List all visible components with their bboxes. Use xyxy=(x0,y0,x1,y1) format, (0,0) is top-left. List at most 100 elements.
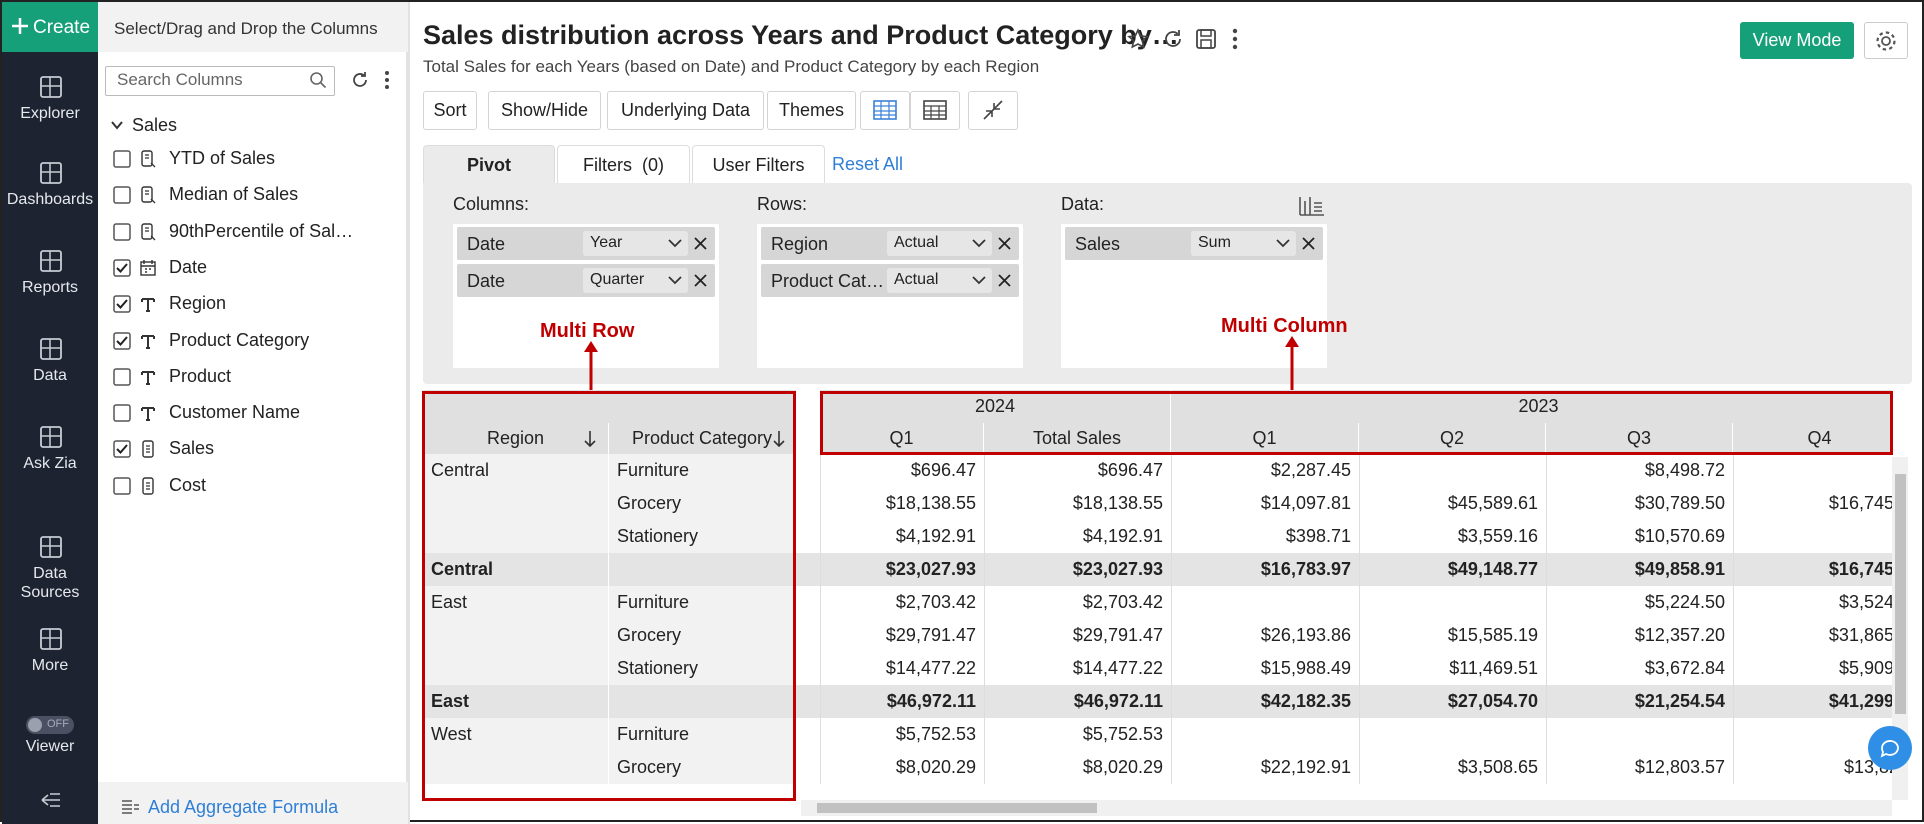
value-cell: $5,752.53 xyxy=(820,718,984,751)
value-cell: $23,027.93 xyxy=(820,553,984,586)
view-mode-label[interactable]: View Mode xyxy=(1753,30,1842,51)
value-cell: $3,508.65 xyxy=(1359,751,1546,784)
formula-icon xyxy=(120,799,140,815)
nav-item[interactable]: Ask Zia xyxy=(2,454,98,473)
nav-item[interactable]: Explorer xyxy=(2,104,98,123)
column-name[interactable]: Product Category xyxy=(169,330,309,351)
value-cell: $41,299. xyxy=(1733,685,1892,718)
value-cell: $2,287.45 xyxy=(1171,454,1359,487)
checkbox[interactable] xyxy=(113,477,131,495)
arrow xyxy=(582,340,600,392)
value-cell: $8,020.29 xyxy=(984,751,1171,784)
nav-item[interactable]: Reports xyxy=(2,278,98,297)
nav-item[interactable]: More xyxy=(2,656,98,675)
arrow xyxy=(1283,335,1301,392)
value-cell: $16,745. xyxy=(1733,487,1892,520)
remove-icon[interactable] xyxy=(694,237,707,250)
star-icon[interactable] xyxy=(1127,28,1149,50)
save-icon[interactable] xyxy=(1195,28,1217,50)
value-cell: $49,858.91 xyxy=(1546,553,1733,586)
toolbar-label[interactable]: Underlying Data xyxy=(621,100,750,121)
toolbar-label[interactable]: Show/Hide xyxy=(501,100,588,121)
toolbar-label[interactable]: Themes xyxy=(779,100,844,121)
more-icon[interactable] xyxy=(382,70,392,90)
value-cell: $29,791.47 xyxy=(984,619,1171,652)
checkbox[interactable] xyxy=(113,440,131,458)
nav-item[interactable]: Dashboards xyxy=(2,190,98,209)
value-cell: $13,82 xyxy=(1733,751,1892,784)
checkbox[interactable] xyxy=(113,259,131,277)
column-name[interactable]: Product xyxy=(169,366,231,387)
value-cell: $5,224.50 xyxy=(1546,586,1733,619)
value-cell: $3,559.16 xyxy=(1359,520,1546,553)
refresh-icon[interactable] xyxy=(350,70,370,90)
remove-icon[interactable] xyxy=(998,274,1011,287)
value-cell: $14,097.81 xyxy=(1171,487,1359,520)
value-cell xyxy=(1359,454,1546,487)
column-name[interactable]: Sales xyxy=(169,438,214,459)
checkbox[interactable] xyxy=(113,295,131,313)
chart-icon[interactable] xyxy=(1298,195,1326,217)
row-fill xyxy=(796,553,820,586)
tab-label[interactable]: Pivot xyxy=(467,155,511,176)
remove-icon[interactable] xyxy=(1302,237,1315,250)
tab-label[interactable]: Filters (0) xyxy=(583,155,664,176)
annotation-label: Multi Column xyxy=(1221,315,1348,338)
checkbox[interactable] xyxy=(113,404,131,422)
value-cell: $21,254.54 xyxy=(1546,685,1733,718)
scroll-thumb[interactable] xyxy=(1895,474,1906,714)
value-cell: $27,054.70 xyxy=(1359,685,1546,718)
remove-icon[interactable] xyxy=(694,274,707,287)
search-placeholder: Search Columns xyxy=(117,70,243,90)
column-name[interactable]: YTD of Sales xyxy=(169,148,275,169)
refresh-icon[interactable] xyxy=(1162,28,1184,50)
value-cell: $16,783.97 xyxy=(1171,553,1359,586)
column-type-icon xyxy=(139,223,157,241)
view-mode-button[interactable]: View Mode xyxy=(1740,22,1854,59)
toolbar-button[interactable]: Show/Hide xyxy=(488,91,601,130)
nav-icon xyxy=(38,534,64,560)
scroll-thumb[interactable] xyxy=(817,803,1097,813)
nav-icon xyxy=(38,160,64,186)
checkbox[interactable] xyxy=(113,332,131,350)
nav-item[interactable]: Data Sources xyxy=(2,564,98,602)
nav-icon xyxy=(38,74,64,100)
more-icon[interactable] xyxy=(1230,28,1240,50)
table-icon xyxy=(873,100,897,120)
collapse-icon[interactable] xyxy=(40,792,62,808)
column-name[interactable]: Cost xyxy=(169,475,206,496)
value-cell: $29,791.47 xyxy=(820,619,984,652)
group-chevron xyxy=(110,118,124,132)
toolbar-label[interactable]: Sort xyxy=(433,100,466,121)
value-cell: $696.47 xyxy=(820,454,984,487)
value-cell: $3,524. xyxy=(1733,586,1892,619)
column-name[interactable]: Customer Name xyxy=(169,402,300,423)
toggle-state[interactable]: OFF xyxy=(47,718,69,730)
add-formula-link[interactable]: Add Aggregate Formula xyxy=(148,797,338,818)
field-name: Region xyxy=(771,234,828,255)
value-cell: $2,703.42 xyxy=(984,586,1171,619)
toolbar-button[interactable]: Underlying Data xyxy=(607,91,764,130)
create-label[interactable]: Create xyxy=(33,17,90,39)
plus-icon xyxy=(10,16,30,36)
toolbar-button[interactable]: Sort xyxy=(423,91,477,130)
column-name[interactable]: Region xyxy=(169,293,226,314)
checkbox[interactable] xyxy=(113,186,131,204)
nav-item[interactable]: Data xyxy=(2,366,98,385)
row-fill xyxy=(796,685,820,718)
column-name[interactable]: Median of Sales xyxy=(169,184,298,205)
tab[interactable]: User Filters xyxy=(692,145,825,184)
checkbox[interactable] xyxy=(113,368,131,386)
toolbar-button[interactable]: Themes xyxy=(767,91,856,130)
value-cell: $31,865. xyxy=(1733,619,1892,652)
tab[interactable]: Pivot xyxy=(423,145,555,184)
gear-icon xyxy=(1874,29,1898,53)
reset-link[interactable]: Reset All xyxy=(832,154,903,175)
remove-icon[interactable] xyxy=(998,237,1011,250)
tab[interactable]: Filters (0) xyxy=(557,145,690,184)
tab-label[interactable]: User Filters xyxy=(712,155,804,176)
checkbox[interactable] xyxy=(113,150,131,168)
checkbox[interactable] xyxy=(113,223,131,241)
column-name[interactable]: Date xyxy=(169,257,207,278)
column-name[interactable]: 90thPercentile of Sal… xyxy=(169,221,353,242)
